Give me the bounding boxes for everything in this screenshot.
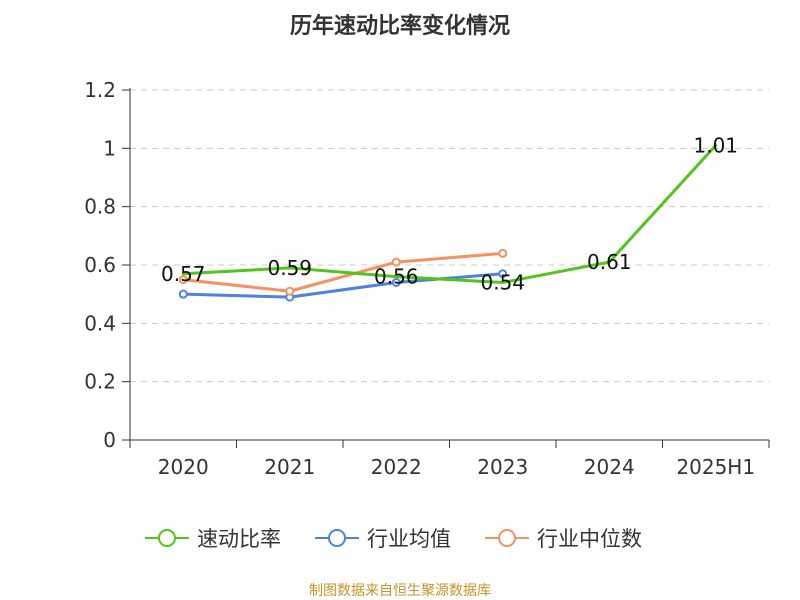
series-line [181,143,718,284]
legend-item: 行业均值 [315,527,451,551]
y-tick-label: 0.2 [84,370,116,394]
data-label: 0.57 [161,262,206,286]
series-point [498,248,508,258]
series-point [498,269,508,279]
x-axis: 2020 2021 2022 2023 2024 2025H1 [129,439,770,479]
series-line [181,251,505,293]
data-labels: 0.57 0.59 0.56 0.54 0.61 1.01 [161,133,738,294]
y-tick-label: 1.2 [84,78,116,102]
x-tick-label: 2025H1 [676,455,755,479]
y-tick-label: 1 [103,136,116,160]
series-point [178,275,188,285]
data-label: 0.54 [480,271,525,295]
legend: 速动比率 行业均值 行业中位数 [145,527,642,551]
series-point [391,257,401,267]
legend-marker [498,529,516,547]
x-tick-label: 2021 [264,455,315,479]
legend-item: 速动比率 [145,527,281,551]
data-label: 1.01 [693,133,738,157]
legend-label: 行业均值 [367,527,451,551]
x-tick-label: 2022 [371,455,422,479]
data-label: 0.56 [374,265,419,289]
y-tick-label: 0.8 [84,195,116,219]
y-tick-label: 0.4 [84,311,116,335]
y-axis: 0 0.2 0.4 0.6 0.8 1 1.2 [84,78,131,452]
legend-label: 行业中位数 [537,527,642,551]
x-tick-label: 2024 [584,455,635,479]
legend-label: 速动比率 [197,527,281,551]
y-tick-label: 0.6 [84,253,116,277]
legend-item: 行业中位数 [485,527,642,551]
legend-marker [158,529,176,547]
data-label: 0.59 [267,256,312,280]
data-label: 0.61 [587,250,632,274]
source-note: 制图数据来自恒生聚源数据库 [309,583,491,599]
series-point [391,278,401,287]
y-grid [130,89,769,383]
y-tick-label: 0 [103,428,116,452]
x-tick-label: 2023 [477,455,528,479]
series-lines [178,143,718,302]
chart-title: 历年速动比率变化情况 [290,13,510,39]
series-point [178,289,188,299]
x-tick-label: 2020 [158,455,209,479]
series-point [285,286,295,296]
legend-marker [328,529,346,547]
